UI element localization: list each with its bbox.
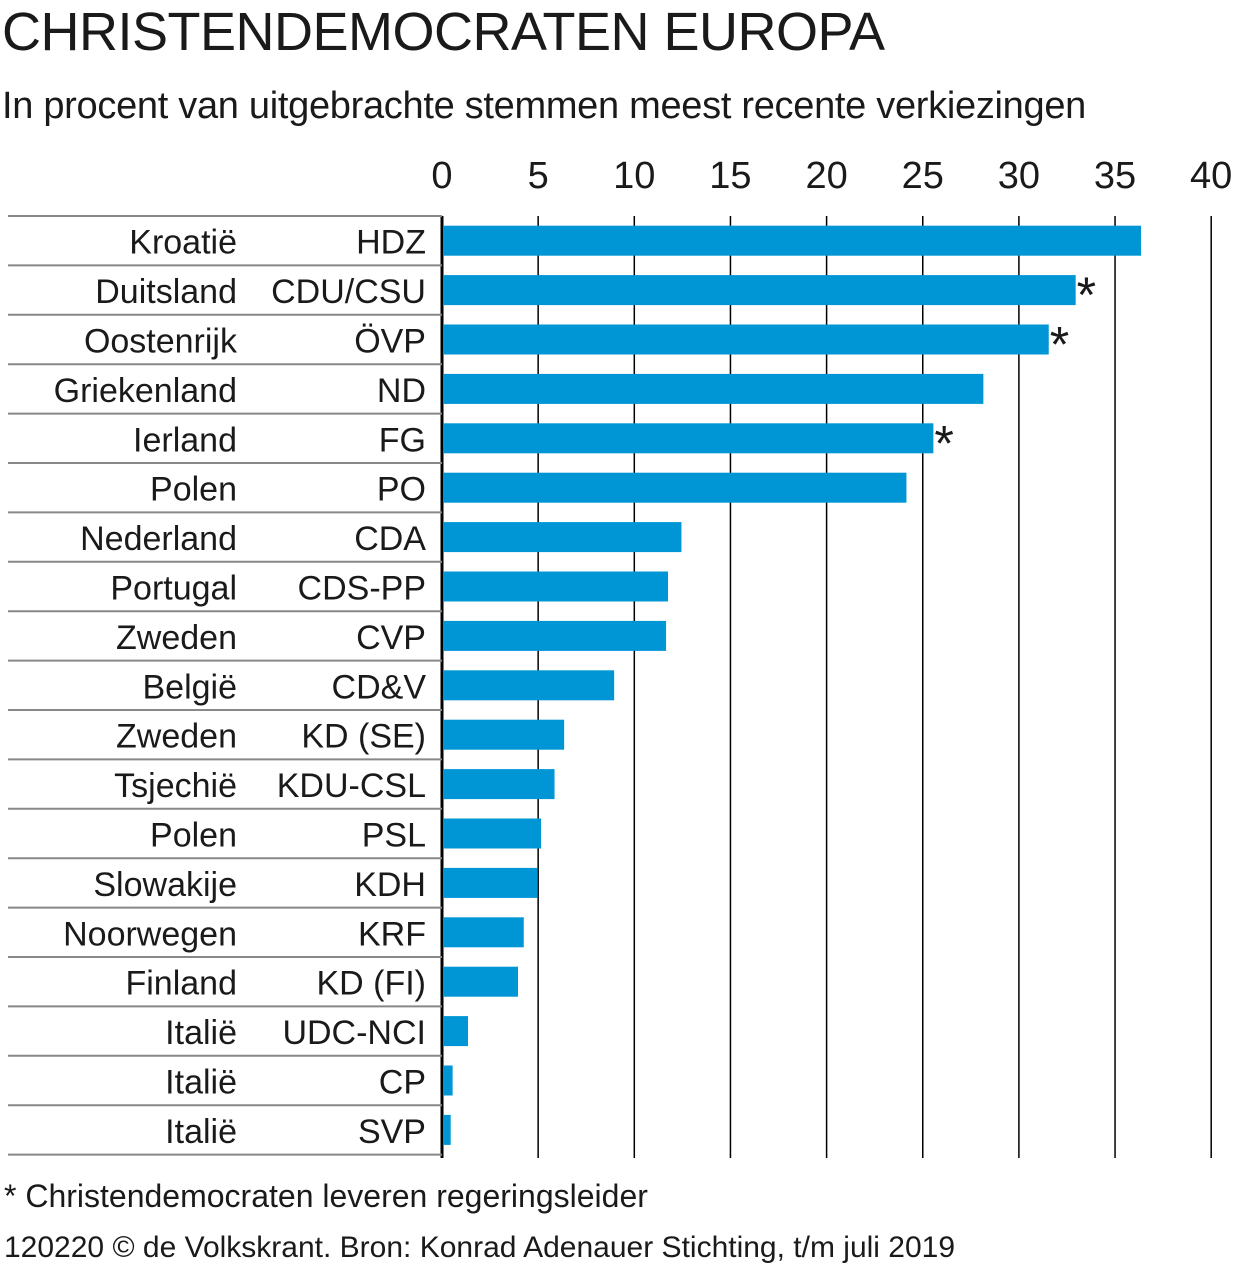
bar bbox=[443, 571, 668, 602]
table-row: Polen PO bbox=[8, 471, 907, 514]
x-tick-label: 0 bbox=[431, 155, 452, 197]
table-row: Zweden KD (SE) bbox=[8, 718, 565, 761]
table-row: Oostenrijk ÖVP * bbox=[8, 317, 1069, 373]
x-tick-label: 30 bbox=[998, 155, 1040, 197]
party-label: KDU-CSL bbox=[277, 767, 426, 805]
country-label: Noorwegen bbox=[63, 915, 237, 953]
table-row: Italië CP bbox=[8, 1064, 453, 1107]
table-row: Finland KD (FI) bbox=[8, 965, 518, 1008]
party-label: FG bbox=[379, 421, 426, 459]
bar bbox=[443, 867, 538, 898]
x-tick-label: 20 bbox=[805, 155, 847, 197]
country-label: Nederland bbox=[80, 520, 237, 558]
country-label: Finland bbox=[125, 965, 237, 1003]
chart-rows: Kroatië HDZ Duitsland CDU/CSU * Oostenrijk ÖVP… bbox=[8, 215, 1142, 1156]
table-row: Portugal CDS-PP bbox=[8, 570, 668, 613]
bar bbox=[443, 620, 667, 651]
x-tick-label: 15 bbox=[709, 155, 751, 197]
bar bbox=[443, 324, 1049, 355]
bar bbox=[443, 522, 682, 553]
x-tick-label: 35 bbox=[1094, 155, 1136, 197]
country-label: Polen bbox=[150, 817, 237, 855]
bar bbox=[443, 373, 984, 404]
table-row: Kroatië HDZ bbox=[8, 224, 1142, 267]
country-label: Tsjechië bbox=[114, 767, 237, 805]
party-label: CDU/CSU bbox=[271, 273, 426, 311]
country-label: België bbox=[142, 668, 237, 706]
bar bbox=[443, 472, 907, 503]
table-row: Griekenland ND bbox=[8, 372, 984, 415]
country-label: Italië bbox=[165, 1113, 237, 1151]
country-label: Portugal bbox=[110, 570, 237, 608]
grid-layer bbox=[440, 216, 1212, 1158]
table-row: Ierland FG * bbox=[8, 415, 954, 471]
party-label: ÖVP bbox=[354, 323, 426, 361]
footnote: * Christendemocraten leveren regeringsle… bbox=[4, 1178, 648, 1214]
country-label: Polen bbox=[150, 471, 237, 509]
party-label: KD (FI) bbox=[316, 965, 426, 1003]
bar bbox=[443, 670, 615, 701]
country-label: Ierland bbox=[133, 421, 237, 459]
party-label: KD (SE) bbox=[301, 718, 426, 756]
leader-marker: * bbox=[1050, 317, 1069, 373]
party-label: UDC-NCI bbox=[282, 1014, 426, 1052]
leader-marker: * bbox=[934, 415, 953, 471]
table-row: Nederland CDA bbox=[8, 520, 682, 563]
party-label: CD&V bbox=[332, 668, 427, 706]
table-row: Italië UDC-NCI bbox=[8, 1014, 468, 1057]
bar bbox=[443, 1065, 453, 1096]
table-row: Noorwegen KRF bbox=[8, 915, 524, 958]
bar bbox=[443, 818, 542, 849]
country-label: Zweden bbox=[116, 718, 237, 756]
bar bbox=[443, 1016, 468, 1047]
country-label: Zweden bbox=[116, 619, 237, 657]
party-label: CVP bbox=[356, 619, 426, 657]
leader-marker: * bbox=[1077, 267, 1096, 323]
bar bbox=[443, 966, 518, 997]
chart-title: CHRISTENDEMOCRATEN EUROPA bbox=[2, 2, 885, 62]
country-label: Kroatië bbox=[129, 224, 237, 262]
country-label: Duitsland bbox=[95, 273, 237, 311]
bar bbox=[443, 225, 1142, 256]
party-label: PO bbox=[377, 471, 426, 509]
x-tick-label: 40 bbox=[1190, 155, 1232, 197]
source-credit: 120220 © de Volkskrant. Bron: Konrad Ade… bbox=[4, 1231, 956, 1264]
country-label: Italië bbox=[165, 1064, 237, 1102]
country-label: Griekenland bbox=[54, 372, 237, 410]
table-row: Italië SVP bbox=[8, 1113, 451, 1156]
party-label: CDS-PP bbox=[298, 570, 426, 608]
x-tick-label: 10 bbox=[613, 155, 655, 197]
table-row: Zweden CVP bbox=[8, 619, 667, 662]
x-tick-labels: 0 5 10 15 20 25 30 35 40 bbox=[431, 155, 1232, 197]
bar bbox=[443, 275, 1076, 306]
country-label: Slowakije bbox=[93, 866, 237, 904]
x-tick-label: 5 bbox=[528, 155, 549, 197]
chart-subtitle: In procent van uitgebrachte stemmen mees… bbox=[2, 85, 1086, 127]
party-label: HDZ bbox=[356, 224, 426, 262]
bar bbox=[443, 1114, 451, 1145]
country-label: Oostenrijk bbox=[84, 323, 238, 361]
table-row: Duitsland CDU/CSU * bbox=[8, 267, 1096, 323]
x-tick-label: 25 bbox=[902, 155, 944, 197]
party-label: KRF bbox=[358, 915, 426, 953]
table-row: Tsjechië KDU-CSL bbox=[8, 767, 555, 810]
party-label: CP bbox=[379, 1064, 426, 1102]
bar bbox=[443, 917, 524, 948]
party-label: ND bbox=[377, 372, 426, 410]
party-label: SVP bbox=[358, 1113, 426, 1151]
table-row: Slowakije KDH bbox=[8, 866, 538, 909]
party-label: CDA bbox=[354, 520, 426, 558]
table-row: België CD&V bbox=[8, 668, 615, 711]
bar bbox=[443, 719, 565, 750]
party-label: PSL bbox=[362, 817, 426, 855]
table-row: Polen PSL bbox=[8, 817, 542, 860]
bar bbox=[443, 423, 934, 454]
bar bbox=[443, 769, 555, 800]
party-label: KDH bbox=[354, 866, 426, 904]
country-label: Italië bbox=[165, 1014, 237, 1052]
